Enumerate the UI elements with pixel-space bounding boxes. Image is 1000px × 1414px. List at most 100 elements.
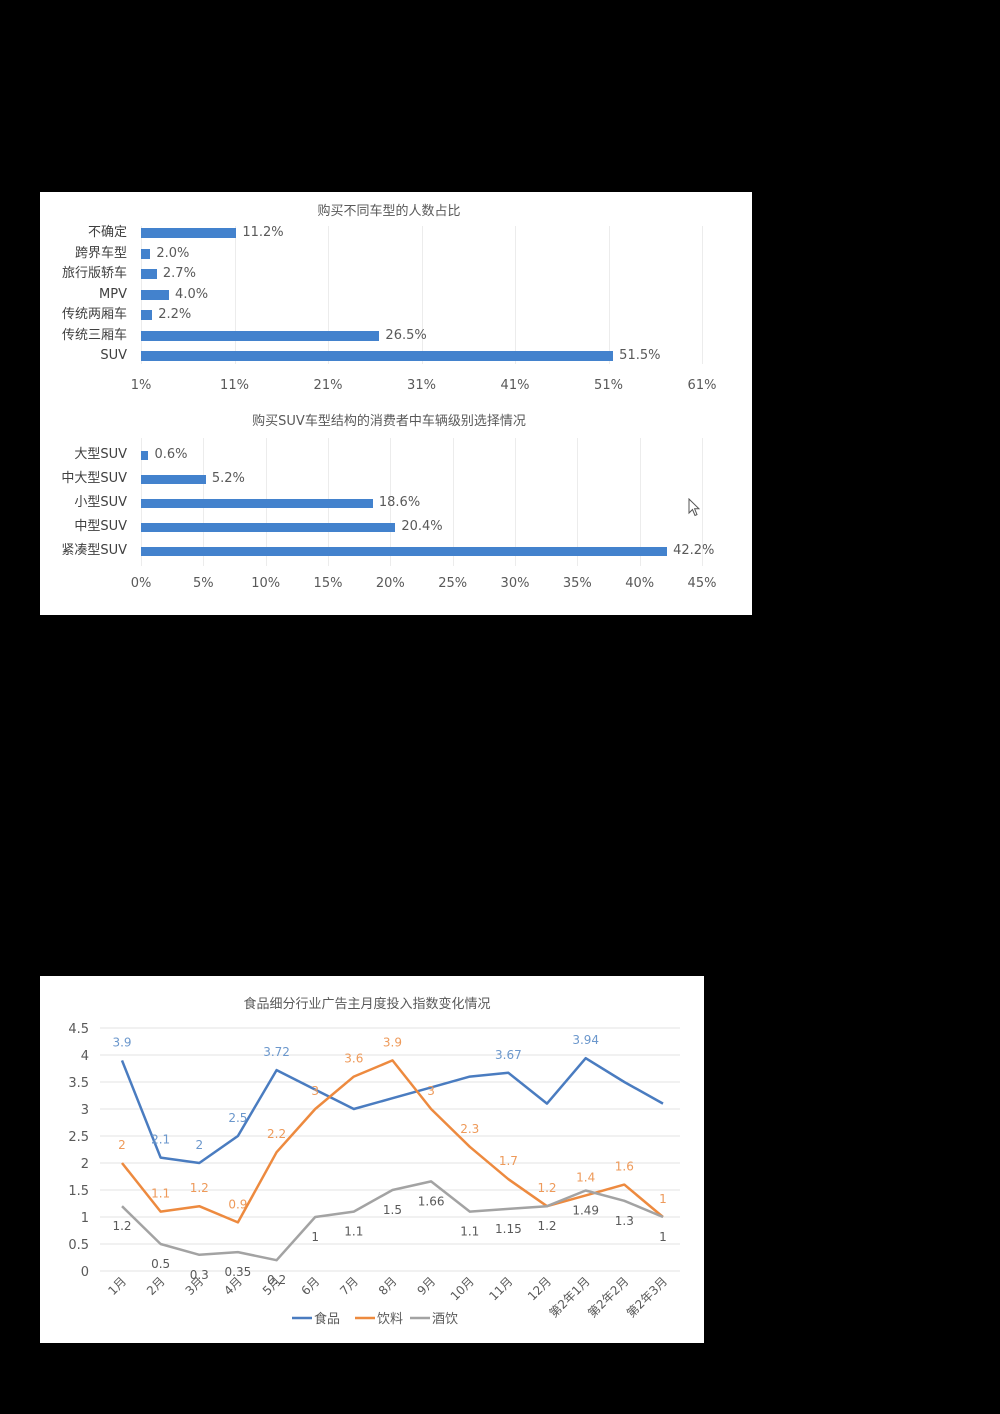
gridline <box>702 438 703 566</box>
data-label: 1.2 <box>112 1219 131 1233</box>
value-label: 42.2% <box>673 543 715 558</box>
data-label: 1.15 <box>495 1222 522 1236</box>
bar <box>141 248 151 259</box>
category-label: 小型SUV <box>74 495 127 510</box>
value-label: 20.4% <box>401 519 443 534</box>
value-label: 2.2% <box>158 307 192 322</box>
data-label: 1.4 <box>576 1170 595 1184</box>
value-label: 4.0% <box>175 286 209 302</box>
y-axis-tick-label: 3.5 <box>68 1076 89 1091</box>
x-axis-tick-label: 35% <box>562 576 592 591</box>
bar <box>141 546 668 556</box>
data-label: 1.2 <box>537 1219 556 1233</box>
x-axis-tick-label: 25% <box>438 576 468 591</box>
bar <box>141 498 373 508</box>
legend-item: 食品 <box>292 1311 340 1327</box>
x-axis-tick-label: 1月 <box>105 1274 129 1298</box>
value-label: 2.7% <box>162 266 196 281</box>
chart-title: 购买SUV车型结构的消费者中车辆级别选择情况 <box>252 414 526 429</box>
legend-label: 食品 <box>314 1311 340 1327</box>
x-axis-tick-label: 12月 <box>525 1274 554 1303</box>
x-axis-tick-label: 2月 <box>144 1274 168 1298</box>
value-label: 5.2% <box>211 471 245 486</box>
data-label: 1.2 <box>537 1181 556 1195</box>
category-label: 不确定 <box>87 225 127 240</box>
data-label: 0.3 <box>190 1268 209 1282</box>
series-drink: 2 1.1 1.2 0.9 2.2 3 3.6 3.9 3 2.3 1.7 1.2 1.4 1.6 1 <box>118 1035 667 1224</box>
x-axis-tick-label: 20% <box>375 576 405 591</box>
x-axis-tick-label: 6月 <box>299 1274 323 1298</box>
legend-label: 饮料 <box>377 1312 403 1327</box>
y-axis-tick-label: 0 <box>81 1265 89 1280</box>
data-label: 1.2 <box>190 1181 209 1195</box>
y-axis-tick-label: 3 <box>81 1103 89 1118</box>
x-axis-tick-label: 0% <box>130 576 152 591</box>
value-label: 2.0% <box>156 245 190 261</box>
data-label: 1.1 <box>151 1187 170 1201</box>
series-line <box>120 1056 664 1165</box>
data-label: 1.66 <box>418 1194 445 1208</box>
category-label: 传统三厢车 <box>61 327 127 343</box>
category-label: SUV <box>100 348 127 363</box>
x-axis-tick-label: 10月 <box>448 1274 477 1303</box>
bar <box>141 310 153 320</box>
gridline <box>328 226 329 364</box>
gridline <box>390 438 391 566</box>
y-axis-tick-label: 1 <box>81 1211 89 1226</box>
data-label: 2.2 <box>267 1127 286 1141</box>
value-label: 11.2% <box>242 225 284 240</box>
x-axis-tick-label: 7月 <box>337 1274 361 1298</box>
category-label: 旅行版轿车 <box>61 266 127 281</box>
x-axis-tick-label: 11月 <box>486 1274 515 1303</box>
gridline <box>640 438 641 566</box>
x-axis-tick-label: 9月 <box>414 1274 438 1298</box>
gridline <box>235 226 236 364</box>
category-label: MPV <box>99 286 127 302</box>
x-axis-tick-label: 45% <box>687 576 717 591</box>
bar <box>141 351 614 361</box>
x-axis-tick-label: 11% <box>220 378 249 393</box>
legend: 食品 饮料 酒饮 <box>292 1311 458 1327</box>
data-label: 1.3 <box>615 1214 634 1228</box>
data-label: 3.94 <box>572 1033 599 1047</box>
data-label: 3.67 <box>495 1048 522 1062</box>
data-label: 3.72 <box>263 1045 290 1059</box>
x-axis-tick-label: 51% <box>594 378 623 393</box>
bar <box>141 474 206 484</box>
legend-item: 饮料 <box>355 1312 403 1327</box>
bar <box>141 228 237 238</box>
gridline <box>577 438 578 566</box>
data-label: 1.5 <box>383 1203 402 1217</box>
gridline <box>702 226 703 364</box>
x-axis-tick-label: 8月 <box>376 1274 400 1298</box>
data-label: 2.3 <box>460 1122 479 1136</box>
suv-class-choice-bar-chart: 购买SUV车型结构的消费者中车辆级别选择情况 0% 5% 10% 15% 20% 25% 30… <box>40 192 752 615</box>
x-axis-tick-label: 61% <box>687 378 717 393</box>
category-label: 跨界车型 <box>74 245 127 261</box>
bar <box>141 289 170 300</box>
food-ad-index-line-chart: 食品细分行业广告主月度投入指数变化情况 0 0.5 1 1.5 2 2.5 3 3.5 4 4.5 3… <box>68 996 680 1327</box>
x-axis-tick-label: 第2年3月 <box>624 1274 670 1320</box>
gridline <box>453 438 454 566</box>
data-label: 1.49 <box>572 1204 599 1218</box>
chart-title: 购买不同车型的人数占比 <box>317 204 461 219</box>
data-label: 3.9 <box>112 1035 131 1049</box>
x-axis-tick-label: 41% <box>500 378 530 393</box>
x-axis-tick-label: 5% <box>193 576 214 591</box>
bar <box>141 450 149 460</box>
category-label: 传统两厢车 <box>61 307 127 322</box>
car-type-share-bar-chart: 购买不同车型的人数占比 1% 11% 21% 31% 41% 51% 61% 不确定 11.2% 跨… <box>40 192 752 615</box>
data-label: 1.6 <box>615 1160 634 1174</box>
value-label: 0.6% <box>154 447 188 462</box>
mouse-cursor-icon <box>688 498 700 517</box>
data-label: 2 <box>118 1138 126 1152</box>
data-label: 0.35 <box>225 1265 252 1279</box>
series-line <box>121 1059 664 1224</box>
data-label: 3.9 <box>383 1035 402 1049</box>
data-label: 1 <box>659 1192 667 1206</box>
x-axis-tick-label: 30% <box>500 576 530 591</box>
x-axis-tick-label: 第2年2月 <box>585 1274 631 1320</box>
series-food: 3.9 2.1 2 2.5 3.72 3.67 3.94 <box>112 1033 664 1165</box>
y-axis-tick-label: 2 <box>81 1157 89 1172</box>
value-label: 18.6% <box>378 495 421 510</box>
